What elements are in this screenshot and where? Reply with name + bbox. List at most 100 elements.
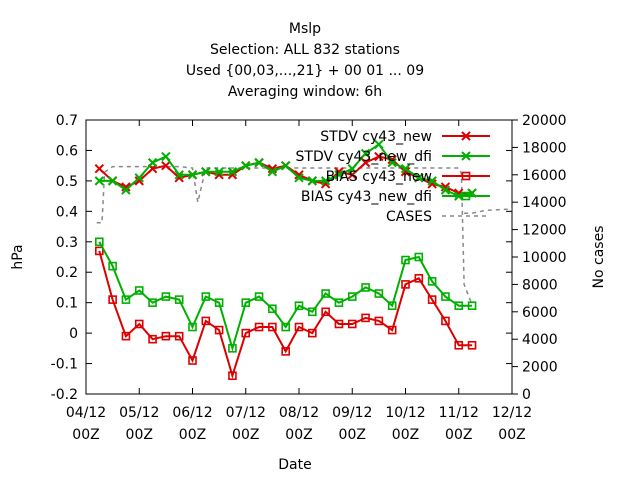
data-point bbox=[227, 167, 238, 177]
y2-tick-label: 4000 bbox=[522, 332, 558, 348]
y-tick-label: -0.1 bbox=[51, 357, 78, 373]
series-cases-extension bbox=[464, 208, 513, 214]
data-point bbox=[94, 164, 105, 174]
data-point bbox=[254, 292, 264, 301]
data-point bbox=[201, 167, 211, 177]
data-point bbox=[174, 331, 184, 341]
y2-tick-label: 14000 bbox=[522, 195, 567, 211]
data-point bbox=[228, 344, 237, 353]
data-point bbox=[214, 298, 224, 307]
data-point bbox=[134, 173, 144, 183]
title-line-4: Averaging window: 6h bbox=[228, 84, 382, 100]
data-point bbox=[268, 322, 277, 332]
title-line-1: Mslp bbox=[289, 21, 321, 37]
x-tick-label-hour: 00Z bbox=[232, 427, 259, 443]
y2-tick-label: 18000 bbox=[522, 140, 567, 156]
y2-tick-label: 10000 bbox=[522, 250, 567, 266]
data-point bbox=[440, 185, 451, 195]
x-tick-label-hour: 00Z bbox=[445, 427, 472, 443]
y-tick-label: 0.1 bbox=[56, 296, 78, 312]
series-line bbox=[96, 165, 473, 306]
data-point bbox=[414, 173, 424, 183]
y-tick-label: -0.2 bbox=[51, 387, 78, 403]
data-point bbox=[374, 151, 384, 162]
data-point bbox=[254, 157, 264, 168]
x-tick-label-hour: 00Z bbox=[392, 427, 419, 443]
data-point bbox=[148, 334, 157, 344]
data-point bbox=[321, 289, 330, 298]
data-point bbox=[401, 280, 410, 289]
data-point bbox=[374, 316, 384, 326]
data-point bbox=[387, 157, 397, 168]
data-point bbox=[280, 160, 291, 171]
data-point bbox=[161, 151, 171, 162]
data-point bbox=[121, 182, 131, 192]
data-point bbox=[440, 182, 451, 192]
data-point bbox=[374, 139, 384, 150]
data-point bbox=[461, 131, 471, 141]
data-point bbox=[95, 246, 104, 256]
data-point bbox=[334, 170, 344, 180]
x-tick-label-hour: 00Z bbox=[339, 427, 366, 443]
data-point bbox=[147, 157, 158, 168]
data-point bbox=[134, 176, 144, 186]
data-point bbox=[320, 176, 331, 186]
y-tick-label: 0.5 bbox=[56, 174, 78, 190]
legend-label: BIAS cy43_new bbox=[326, 169, 432, 185]
data-point bbox=[414, 274, 424, 283]
y2-tick-label: 20000 bbox=[522, 113, 567, 129]
y-axis-label: hPa bbox=[10, 244, 26, 269]
data-point bbox=[201, 316, 211, 326]
y2-tick-label: 0 bbox=[522, 387, 531, 403]
x-tick-label-hour: 00Z bbox=[498, 427, 525, 443]
data-point bbox=[134, 319, 144, 329]
y2-tick-label: 8000 bbox=[522, 277, 558, 293]
x-tick-label-hour: 00Z bbox=[285, 427, 312, 443]
legend-label: BIAS cy43_new_dfi bbox=[301, 189, 432, 205]
data-point bbox=[387, 301, 397, 311]
series-line bbox=[98, 250, 473, 380]
y2-tick-label: 6000 bbox=[522, 305, 558, 321]
title-line-3: Used {00,03,...,21} + 00 01 ... 09 bbox=[186, 63, 424, 79]
data-point bbox=[241, 328, 251, 338]
title-line-2: Selection: ALL 832 stations bbox=[210, 42, 400, 58]
x-tick-label-date: 05/12 bbox=[119, 405, 159, 421]
data-point bbox=[454, 340, 464, 350]
data-point bbox=[374, 289, 384, 298]
x-tick-label-date: 11/12 bbox=[439, 405, 479, 421]
x-tick-label-date: 10/12 bbox=[385, 405, 425, 421]
data-point bbox=[188, 322, 197, 332]
legend-label: STDV cy43_new_dfi bbox=[296, 149, 432, 165]
y2-tick-label: 16000 bbox=[522, 168, 567, 184]
chart-title: Mslp Selection: ALL 832 stations Used {0… bbox=[186, 21, 424, 100]
data-point bbox=[121, 295, 131, 304]
y-tick-label: 0 bbox=[69, 326, 78, 342]
data-point bbox=[461, 171, 471, 181]
series-cases bbox=[96, 165, 473, 306]
axis-ticks: -0.2 -0.1 0 0.1 0.2 0.3 0.4 0.5 0.6 0.7 0 2000 4000 6… bbox=[51, 113, 567, 443]
y2-tick-label: 12000 bbox=[522, 223, 567, 239]
y-tick-label: 0.4 bbox=[56, 204, 78, 220]
data-point bbox=[308, 328, 317, 338]
data-point bbox=[401, 255, 410, 265]
data-point bbox=[414, 252, 424, 262]
legend: STDV cy43_new STDV cy43_new_dfi BIAS cy43_… bbox=[296, 129, 490, 225]
x-tick-label-date: 09/12 bbox=[332, 405, 372, 421]
data-point bbox=[427, 295, 437, 304]
data-point bbox=[94, 176, 105, 186]
y-tick-label: 0.7 bbox=[56, 113, 78, 129]
data-point bbox=[427, 176, 437, 186]
series-group bbox=[94, 139, 513, 381]
data-point bbox=[347, 164, 357, 174]
series-line bbox=[464, 208, 513, 214]
data-point bbox=[148, 298, 157, 307]
data-point bbox=[294, 173, 304, 183]
data-point bbox=[461, 191, 471, 201]
data-point bbox=[308, 307, 317, 317]
data-point bbox=[161, 160, 171, 171]
legend-label: STDV cy43_new bbox=[320, 129, 432, 145]
x-axis-label: Date bbox=[278, 457, 311, 473]
data-point bbox=[241, 298, 251, 307]
data-point bbox=[427, 277, 437, 286]
